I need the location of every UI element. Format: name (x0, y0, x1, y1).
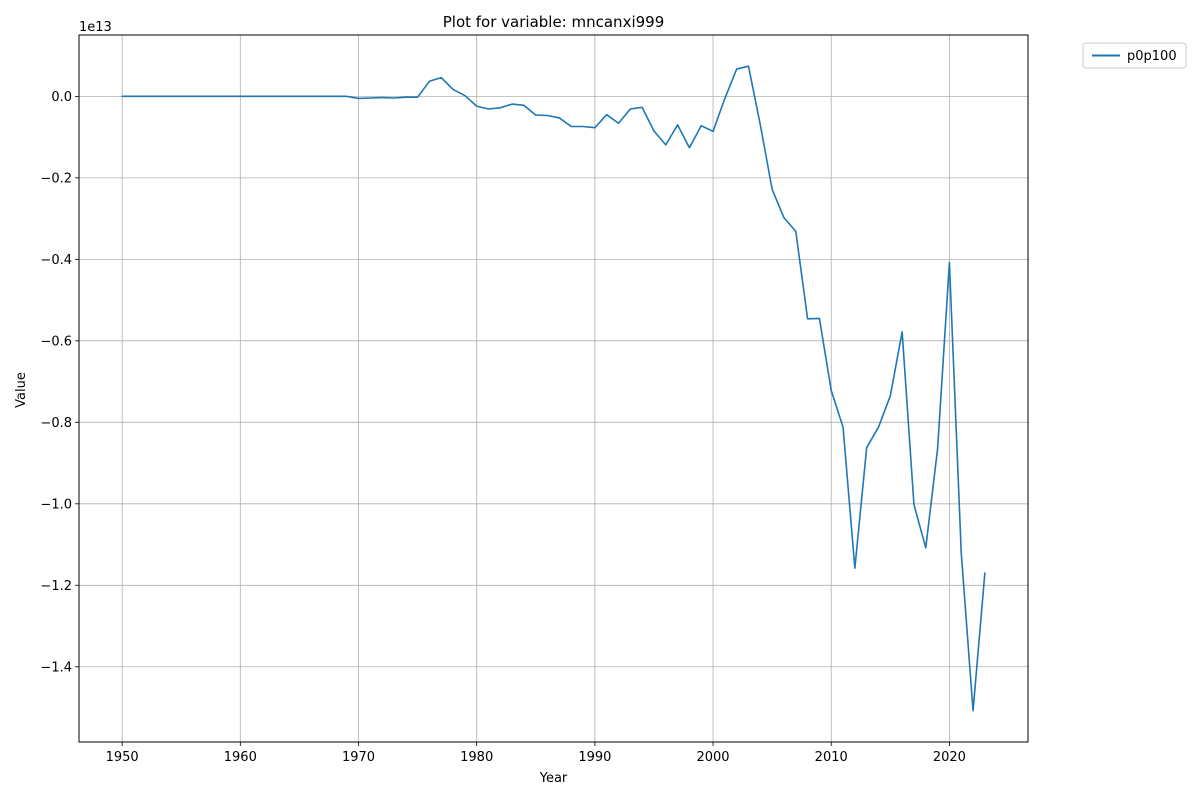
x-tick-label: 1970 (342, 750, 375, 765)
x-axis-title: Year (539, 771, 568, 786)
y-axis: 0.0 −0.2 −0.4 −0.6 −0.8 −1.0 −1.2 −1.4 (40, 90, 79, 675)
x-tick-label: 1950 (106, 750, 139, 765)
legend-label: p0p100 (1127, 49, 1177, 64)
y-tick-label: −1.2 (40, 579, 72, 594)
x-tick-label: 1980 (460, 750, 493, 765)
y-tick-label: −0.4 (40, 253, 72, 268)
x-axis: 1950 1960 1970 1980 1990 2000 2010 2020 (106, 742, 966, 765)
legend: p0p100 (1082, 42, 1187, 69)
x-tick-label: 1960 (224, 750, 257, 765)
y-tick-label: −0.6 (40, 334, 72, 349)
y-tick-label: −0.2 (40, 171, 72, 186)
grid-lines (79, 35, 1028, 742)
legend-frame (1082, 42, 1187, 69)
y-axis-title: Value (14, 372, 29, 408)
y-tick-label: 0.0 (51, 90, 72, 105)
y-tick-label: −0.8 (40, 416, 72, 431)
plot-area-frame (78, 34, 1029, 743)
x-tick-label: 2020 (933, 750, 966, 765)
y-tick-label: −1.0 (40, 497, 72, 512)
series-layer (121, 65, 986, 712)
x-tick-label: 2010 (815, 750, 848, 765)
chart-title: Plot for variable: mncanxi999 (443, 13, 665, 31)
series-line-p0p100 (121, 65, 986, 712)
y-tick-label: −1.4 (40, 660, 72, 675)
x-tick-label: 2000 (696, 750, 729, 765)
y-axis-offset-label: 1e13 (79, 20, 112, 35)
x-tick-label: 1990 (578, 750, 611, 765)
